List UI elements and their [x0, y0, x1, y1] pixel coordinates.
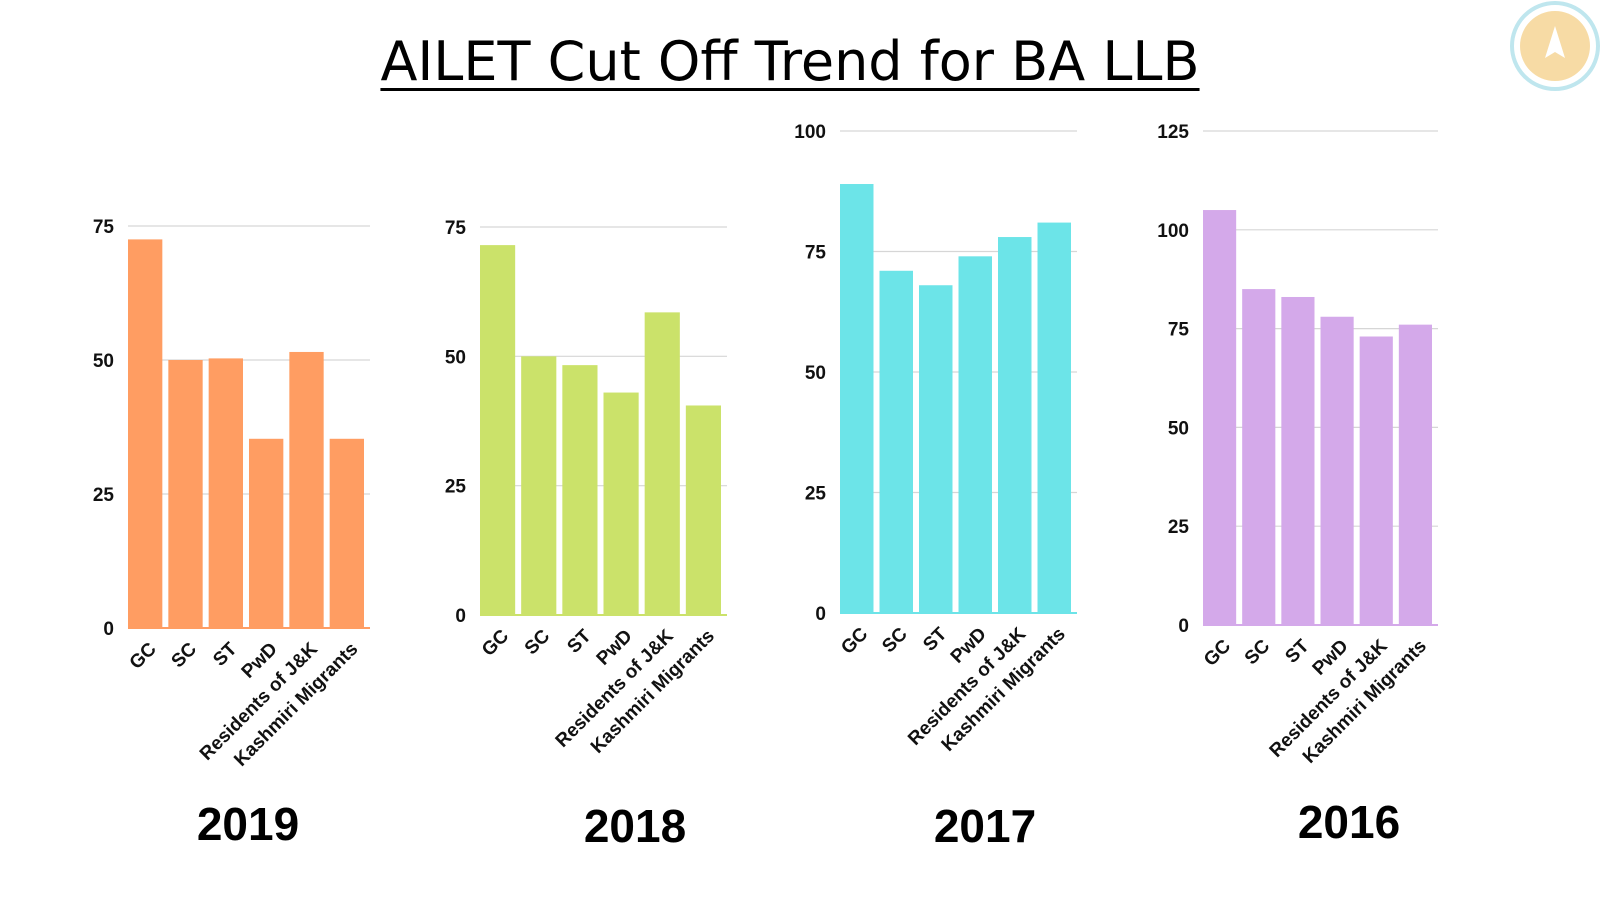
- y-tick-label: 100: [794, 122, 826, 143]
- y-tick-label: 75: [805, 243, 827, 264]
- bar-gc: [128, 239, 163, 628]
- y-tick-label: 50: [805, 363, 826, 384]
- bar-st: [208, 358, 243, 628]
- bar-sc: [168, 360, 203, 628]
- x-tick-label: SC: [521, 625, 555, 659]
- bar-kashmiri-migrants: [1398, 324, 1432, 625]
- x-tick-label: ST: [1281, 635, 1313, 667]
- y-tick-label: 75: [1168, 320, 1190, 341]
- y-tick-label: 25: [93, 485, 115, 506]
- bar-st: [1281, 296, 1315, 625]
- bar-residents-of-j-k: [998, 237, 1032, 614]
- bar-pwd: [958, 256, 992, 613]
- bar-pwd: [1320, 316, 1354, 625]
- bar-residents-of-j-k: [1359, 336, 1393, 625]
- y-tick-label: 50: [445, 347, 466, 368]
- x-tick-label: GC: [1200, 635, 1235, 670]
- arrow-up-logo-icon: [1510, 1, 1600, 91]
- bar-sc: [521, 356, 557, 615]
- y-tick-label: 125: [1157, 122, 1189, 143]
- y-tick-label: 0: [455, 606, 466, 627]
- x-tick-label: GC: [126, 638, 161, 673]
- y-tick-label: 75: [445, 218, 467, 239]
- bar-st: [562, 365, 598, 615]
- bar-sc: [1242, 289, 1276, 625]
- x-tick-label: ST: [919, 623, 951, 655]
- y-tick-label: 25: [805, 484, 827, 505]
- bar-pwd: [603, 392, 639, 615]
- year-label: 2016: [1298, 796, 1400, 848]
- x-tick-label: ST: [563, 625, 595, 657]
- y-tick-label: 100: [1157, 221, 1189, 242]
- year-label: 2017: [934, 800, 1036, 852]
- bar-gc: [480, 245, 516, 615]
- bar-residents-of-j-k: [289, 351, 324, 628]
- y-tick-label: 0: [1178, 616, 1189, 637]
- year-label: 2018: [584, 800, 686, 852]
- y-tick-label: 0: [103, 619, 114, 640]
- y-tick-label: 50: [1168, 418, 1189, 439]
- bar-gc: [1203, 210, 1237, 626]
- bar-kashmiri-migrants: [329, 438, 364, 628]
- y-tick-label: 50: [93, 351, 114, 372]
- y-tick-label: 0: [815, 604, 826, 625]
- year-label: 2019: [197, 798, 299, 850]
- bar-sc: [879, 270, 913, 613]
- bar-kashmiri-migrants: [1037, 222, 1071, 613]
- bar-residents-of-j-k: [644, 312, 680, 615]
- bar-pwd: [249, 438, 284, 628]
- y-tick-label: 25: [1168, 517, 1190, 538]
- bar-st: [919, 285, 953, 613]
- brand-logo: [1509, 0, 1600, 92]
- x-tick-label: GC: [478, 625, 513, 660]
- bar-kashmiri-migrants: [685, 405, 721, 615]
- y-tick-label: 25: [445, 477, 467, 498]
- x-tick-label: SC: [1241, 635, 1275, 669]
- x-tick-label: ST: [209, 638, 241, 670]
- page-title: AILET Cut Off Trend for BA LLB: [380, 30, 1200, 93]
- y-tick-label: 75: [93, 217, 115, 238]
- x-tick-label: SC: [878, 623, 912, 657]
- x-tick-label: SC: [168, 638, 202, 672]
- x-tick-label: GC: [837, 623, 872, 658]
- bar-gc: [840, 184, 874, 613]
